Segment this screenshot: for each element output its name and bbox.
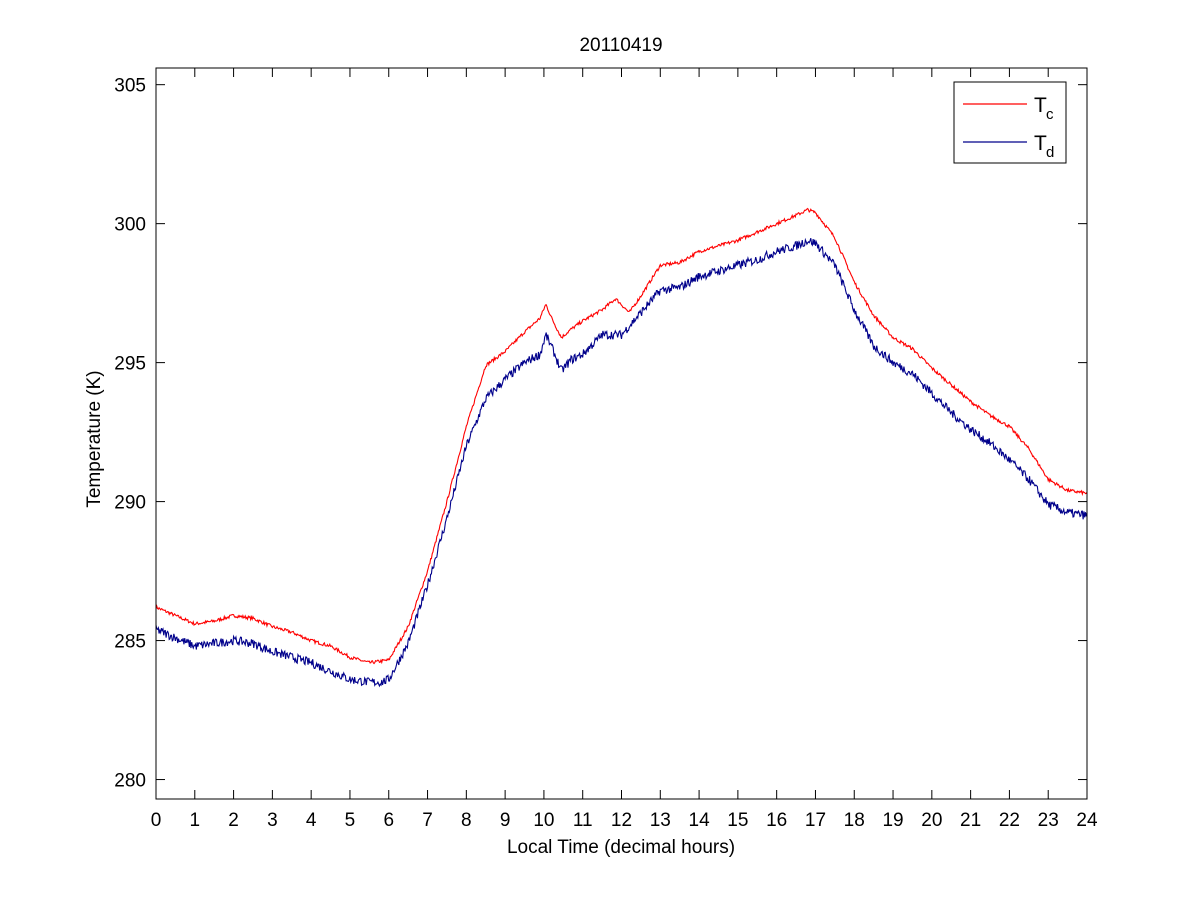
- x-axis-title: Local Time (decimal hours): [507, 837, 735, 858]
- x-tick-label: 13: [650, 810, 671, 831]
- chart-title: 20110419: [579, 35, 662, 56]
- x-tick-label: 7: [422, 810, 433, 831]
- y-tick-label: 300: [114, 215, 146, 236]
- y-axis-title: Temperature (K): [84, 370, 105, 507]
- legend-subscript-c: c: [1046, 106, 1054, 123]
- x-tick-label: 12: [611, 810, 632, 831]
- series-line-d: [155, 237, 1088, 688]
- series-line-c: [155, 207, 1088, 665]
- y-tick-label: 280: [114, 771, 146, 792]
- plot-area: 0 1 2 3 4 5 6 7 8 9 10 11 12 13 14 15 16 17 18 19 20 21 22 23 24…: [114, 67, 1098, 831]
- x-tick-label: 17: [805, 810, 826, 831]
- x-tick-label: 23: [1038, 810, 1059, 831]
- x-tick-label: 4: [306, 810, 317, 831]
- x-tick-label: 24: [1076, 810, 1098, 831]
- y-tick-label: 285: [114, 632, 146, 653]
- y-tick-label: 295: [114, 354, 146, 375]
- x-tick-label: 1: [190, 810, 201, 831]
- x-tick-label: 11: [573, 810, 593, 831]
- x-tick-label: 21: [960, 810, 981, 831]
- x-tick-label: 9: [500, 810, 511, 831]
- x-tick-label: 19: [882, 810, 903, 831]
- x-tick-label: 2: [228, 810, 239, 831]
- legend-box: [953, 81, 1067, 164]
- x-tick-label: 6: [383, 810, 394, 831]
- x-tick-label: 18: [844, 810, 865, 831]
- x-tick-label: 15: [727, 810, 748, 831]
- y-tick-label: 305: [114, 76, 146, 97]
- x-tick-label: 10: [533, 810, 554, 831]
- x-tick-label: 22: [999, 810, 1020, 831]
- y-tick-label: 290: [114, 493, 146, 514]
- legend-label-c: T: [1034, 94, 1047, 117]
- x-tick-label: 20: [921, 810, 942, 831]
- x-tick-label: 0: [151, 810, 162, 831]
- axes-box: [155, 67, 1088, 800]
- x-tick-label: 16: [766, 810, 787, 831]
- legend-subscript-d: d: [1046, 144, 1054, 161]
- x-tick-label: 14: [689, 810, 711, 831]
- legend-label-d: T: [1034, 132, 1047, 155]
- x-tick-label: 3: [267, 810, 278, 831]
- x-tick-label: 5: [345, 810, 356, 831]
- x-tick-label: 8: [461, 810, 472, 831]
